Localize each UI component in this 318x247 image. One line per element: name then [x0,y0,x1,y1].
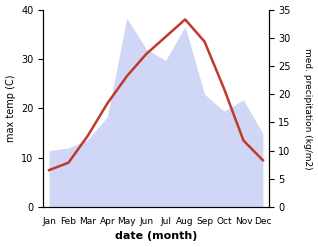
Y-axis label: max temp (C): max temp (C) [5,75,16,142]
Y-axis label: med. precipitation (kg/m2): med. precipitation (kg/m2) [303,48,313,169]
X-axis label: date (month): date (month) [115,231,197,242]
